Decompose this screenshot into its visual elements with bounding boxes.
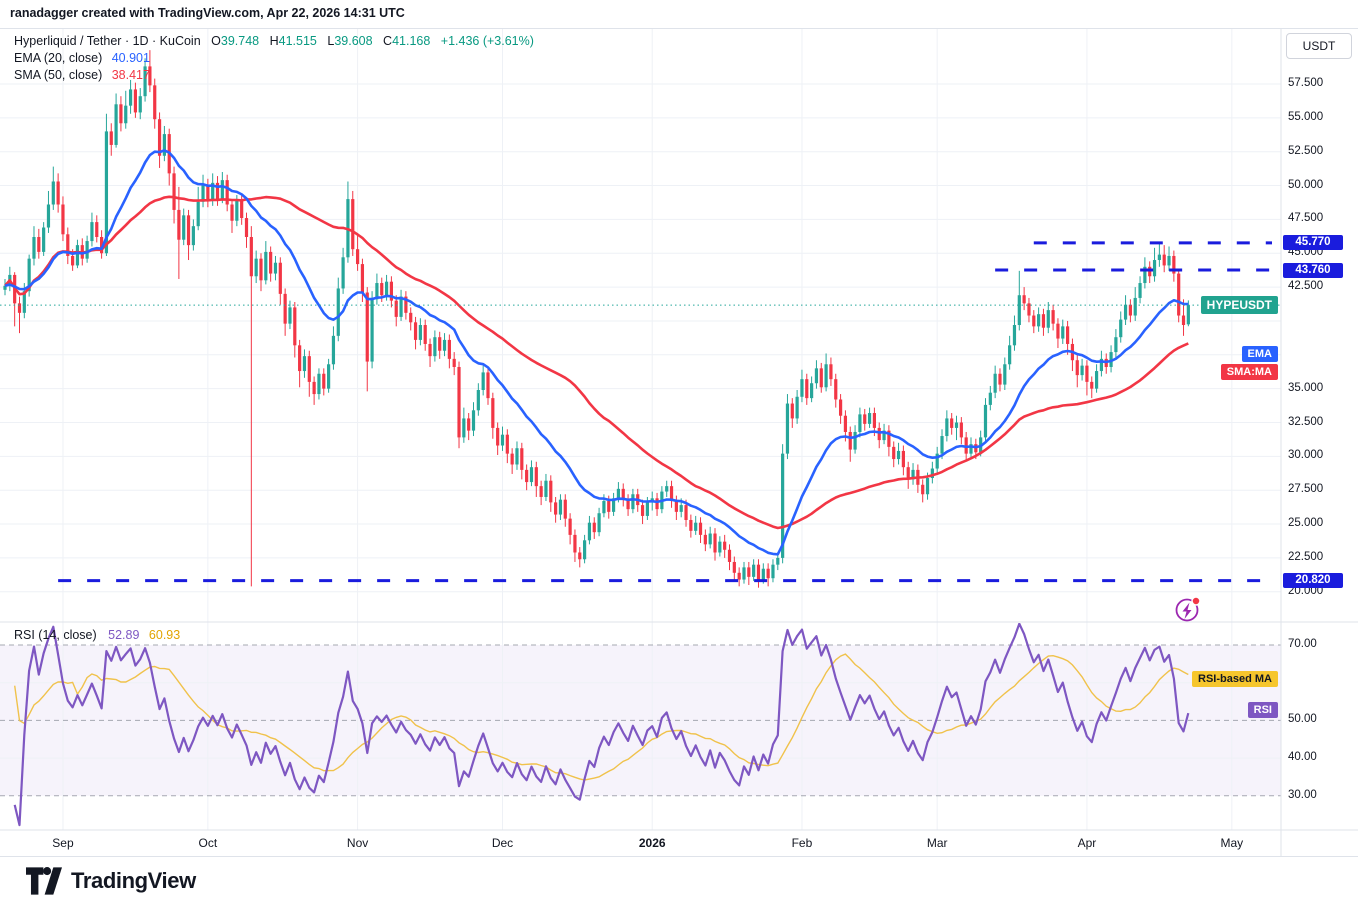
price-tick: 55.000 bbox=[1288, 110, 1324, 123]
tradingview-logo-text: TradingView bbox=[71, 868, 196, 893]
time-axis-label: Nov bbox=[346, 836, 369, 850]
ohlc-low: L39.608 bbox=[327, 34, 373, 48]
rsi-line bbox=[13, 623, 1190, 827]
ohlc-open: O39.748 bbox=[211, 34, 260, 48]
candles bbox=[3, 50, 1190, 588]
tradingview-logo[interactable]: TradingView bbox=[26, 866, 196, 896]
ohlc-high: H41.515 bbox=[269, 34, 317, 48]
flash-idea-badge[interactable] bbox=[1175, 596, 1201, 622]
ema-legend-value: 40.901 bbox=[111, 51, 150, 65]
time-axis-label: May bbox=[1220, 836, 1244, 850]
time-axis-label: Sep bbox=[52, 836, 74, 850]
level-price-tag: 43.760 bbox=[1283, 262, 1343, 278]
symbol-legend-row[interactable]: Hyperliquid / Tether · 1D · KuCoin O39.7… bbox=[14, 33, 534, 50]
rsi-tick: 70.00 bbox=[1288, 638, 1317, 650]
time-axis-label: Apr bbox=[1077, 836, 1097, 850]
price-tick: 50.000 bbox=[1288, 178, 1324, 191]
attribution-text: ranadagger created with TradingView.com,… bbox=[10, 6, 405, 20]
rsi-tick: 30.00 bbox=[1288, 788, 1317, 801]
sma-legend-row[interactable]: SMA (50, close) 38.417 bbox=[14, 67, 534, 84]
price-tick: 27.500 bbox=[1288, 483, 1324, 496]
price-tick: 22.500 bbox=[1288, 550, 1324, 563]
time-axis-label: Oct bbox=[198, 836, 218, 850]
ema-name-tag: EMA bbox=[1241, 346, 1278, 363]
ohlc-close: C41.168 bbox=[383, 34, 431, 48]
time-axis[interactable]: Sep Oct Nov Dec 2026 Feb Mar Apr May bbox=[0, 830, 1281, 856]
symbol-price-line-tag: HYPEUSDT bbox=[1200, 296, 1278, 315]
price-tick: 47.500 bbox=[1288, 212, 1324, 225]
price-tick: 30.000 bbox=[1288, 449, 1324, 462]
time-axis-label: 2026 bbox=[638, 836, 666, 850]
price-tick: 57.500 bbox=[1288, 77, 1324, 89]
rsi-ma-name-tag: RSI-based MA bbox=[1192, 671, 1278, 688]
price-tick: 52.500 bbox=[1288, 144, 1324, 157]
sma-line bbox=[4, 195, 1189, 530]
sma-label: SMA (50, close) bbox=[14, 68, 103, 82]
sma-legend-value: 38.417 bbox=[111, 68, 150, 82]
price-tick: 32.500 bbox=[1288, 415, 1324, 428]
time-axis-label: Feb bbox=[791, 836, 813, 850]
currency-toggle-button[interactable]: USDT bbox=[1286, 33, 1352, 59]
price-tick: 25.000 bbox=[1288, 517, 1324, 530]
rsi-legend-row[interactable]: RSI (14, close) 52.89 60.93 bbox=[14, 628, 180, 642]
main-legend: Hyperliquid / Tether · 1D · KuCoin O39.7… bbox=[14, 33, 534, 84]
level-price-tag: 20.820 bbox=[1283, 573, 1343, 589]
tradingview-logo-mark bbox=[26, 867, 62, 895]
time-axis-label: Dec bbox=[491, 836, 514, 850]
rsi-tick: 40.00 bbox=[1288, 751, 1317, 764]
rsi-ma-line bbox=[14, 653, 1189, 781]
rsi-name-tag: RSI bbox=[1247, 701, 1278, 718]
time-axis-label: Mar bbox=[926, 836, 948, 850]
rsi-ma-legend-value: 60.93 bbox=[148, 628, 181, 642]
price-tick: 42.500 bbox=[1288, 280, 1324, 293]
sma-name-tag: SMA:MA bbox=[1220, 364, 1278, 381]
level-price-tag: 45.770 bbox=[1283, 235, 1343, 251]
change-value: +1.436 (+3.61%) bbox=[440, 34, 534, 48]
rsi-tick: 50.00 bbox=[1288, 713, 1317, 726]
rsi-label: RSI (14, close) bbox=[14, 628, 97, 642]
ema-legend-row[interactable]: EMA (20, close) 40.901 bbox=[14, 50, 534, 67]
price-scale[interactable]: USDT 57.500 55.000 52.500 50.000 47.500 45.00… bbox=[1281, 28, 1358, 856]
price-tick: 35.000 bbox=[1288, 381, 1324, 394]
rsi-legend-value: 52.89 bbox=[108, 628, 140, 642]
symbol-title: Hyperliquid / Tether · 1D · KuCoin bbox=[14, 34, 201, 48]
ema-label: EMA (20, close) bbox=[14, 51, 103, 65]
ema-line bbox=[4, 149, 1189, 556]
